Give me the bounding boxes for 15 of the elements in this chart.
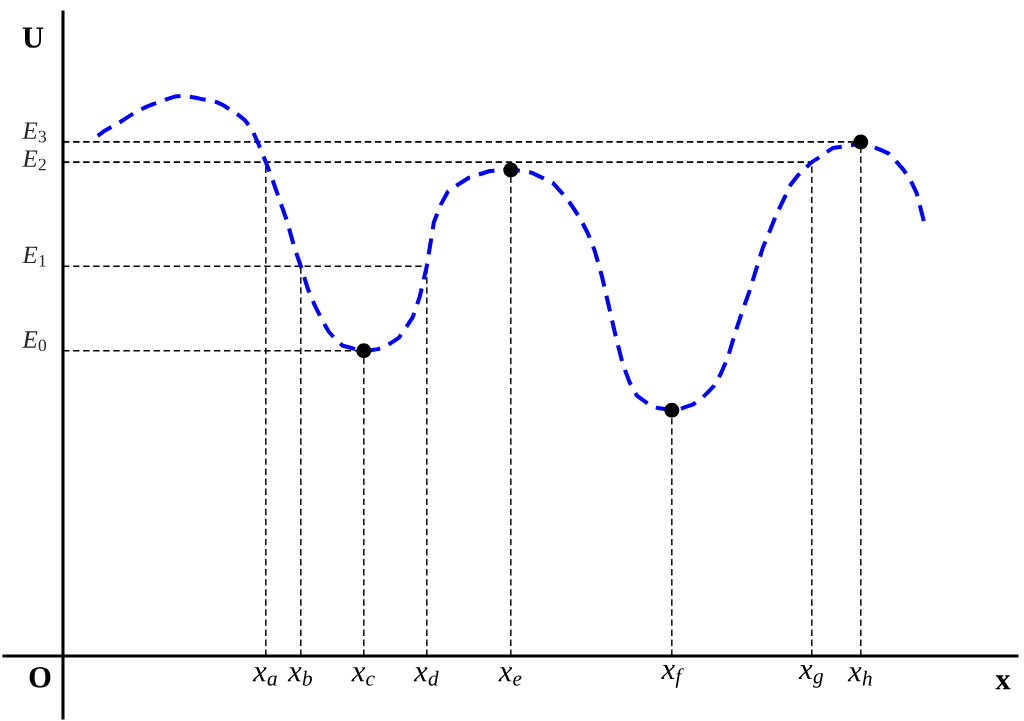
x-tick-label: x$_{h}$ xyxy=(847,667,872,686)
x-tick-label: x$_{e}$ xyxy=(498,667,522,686)
x-axis-title: x xyxy=(995,675,1011,690)
text: O xyxy=(29,666,51,688)
ref-line-label: E$_{3}$ xyxy=(22,122,47,143)
x-tick-label: x$_{c}$ xyxy=(351,667,375,686)
x-tick-label: x$_{g}$ xyxy=(798,664,823,688)
x-tick-label: x$_{f}$ xyxy=(661,664,684,688)
x-tick-label: x$_{b}$ xyxy=(287,667,312,686)
ref-line-label: E$_{0}$ xyxy=(22,331,47,352)
ref-line-label: E$_{2}$ xyxy=(22,150,46,171)
ref-line-label: E$_{1}$ xyxy=(22,246,46,267)
y-axis-title: U xyxy=(22,27,44,48)
x-tick-label: x$_{a}$ xyxy=(252,667,277,686)
x-tick-label: x$_{d}$ xyxy=(413,667,439,686)
